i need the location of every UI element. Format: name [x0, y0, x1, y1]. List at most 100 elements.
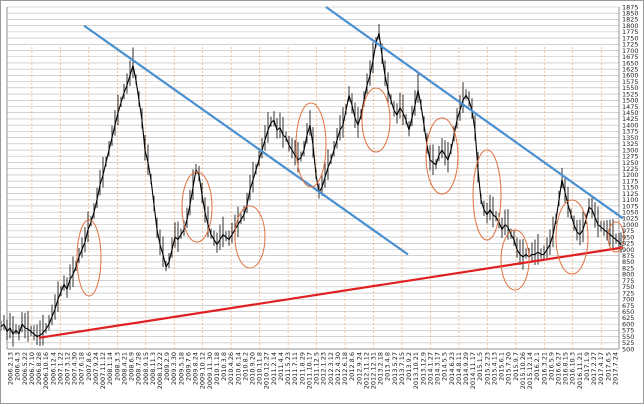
y-tick-label: 1300	[622, 146, 639, 154]
price-segment	[339, 124, 344, 131]
price-segment	[144, 149, 149, 163]
y-tick-label: 1450	[622, 109, 639, 117]
y-tick-label: 1825	[622, 16, 639, 24]
price-segment	[489, 209, 494, 215]
x-tick-label: 2014.9.29	[462, 352, 470, 385]
annotation-circle	[425, 117, 459, 195]
x-tick-label: 2014.3.17	[434, 352, 442, 385]
y-tick-label: 1175	[622, 177, 639, 185]
y-tick-label: 1425	[622, 115, 639, 123]
y-tick-label: 1000	[622, 221, 639, 229]
x-tick-label: 2017.1.9	[583, 352, 591, 381]
x-tick-label: 2006.8.28	[35, 352, 43, 385]
price-segment	[171, 236, 176, 250]
price-segment	[306, 124, 311, 136]
price-segment	[132, 65, 137, 81]
x-tick-label: 2010.3.8	[220, 352, 228, 381]
price-segment	[429, 159, 434, 163]
price-segment	[432, 162, 437, 166]
x-tick-label: 2016.6.27	[555, 352, 563, 385]
price-segment	[288, 144, 293, 151]
price-segment	[42, 328, 47, 334]
x-tick-label: 2012.8.6	[348, 352, 356, 381]
y-tick-label: 1875	[622, 3, 639, 11]
x-tick-label: 2012.12.31	[369, 352, 377, 389]
x-tick-label: 2015.10.26	[519, 352, 527, 389]
x-tick-label: 2015.4.13	[490, 352, 498, 385]
price-segment	[420, 105, 425, 126]
price-segment	[564, 192, 569, 205]
x-tick-label: 2015.2.23	[483, 352, 491, 385]
y-tick-label: 1500	[622, 97, 639, 105]
x-tick-label: 2009.8.24	[192, 352, 200, 385]
price-segment	[279, 127, 284, 136]
lower-uptrend	[38, 246, 624, 339]
price-segment	[9, 327, 14, 335]
x-tick-label: 2008.6.9	[128, 352, 136, 381]
x-tick-label: 2011.8.29	[298, 352, 306, 385]
price-segment	[501, 224, 506, 230]
y-tick-label: 650	[622, 308, 634, 316]
x-tick-label: 2012.1.23	[320, 352, 328, 385]
x-tick-label: 2010.12.27	[263, 352, 271, 389]
x-tick-label: 2008.4.21	[120, 352, 128, 385]
x-tick-label: 2011.4.4	[277, 352, 285, 381]
price-segment	[180, 229, 185, 235]
price-segment	[456, 110, 461, 121]
price-segment	[285, 137, 290, 146]
price-segment	[510, 234, 515, 240]
price-segment	[435, 154, 440, 166]
price-segment	[159, 244, 164, 255]
price-segment	[462, 95, 467, 101]
y-tick-label: 1225	[622, 165, 639, 173]
price-segment	[78, 249, 83, 258]
price-segment	[105, 149, 110, 163]
price-segment	[570, 214, 575, 225]
price-segment	[438, 149, 443, 156]
price-segment	[594, 216, 599, 225]
price-segment	[66, 279, 71, 290]
price-segment	[3, 323, 8, 332]
y-tick-label: 800	[622, 271, 634, 279]
price-segment	[321, 177, 326, 188]
price-segment	[264, 129, 269, 141]
price-segment	[345, 95, 350, 111]
price-segment	[336, 129, 341, 141]
x-tick-label: 2015.12.14	[526, 352, 534, 389]
y-tick-label: 1250	[622, 159, 639, 167]
annotation-circle	[555, 199, 589, 275]
price-segment	[18, 323, 23, 335]
y-tick-label: 1525	[622, 90, 639, 98]
price-segment	[549, 234, 554, 245]
price-segment	[300, 149, 305, 158]
y-tick-label: 950	[622, 233, 634, 241]
price-segment	[612, 236, 617, 240]
x-tick-label: 2010.11.8	[256, 352, 264, 385]
price-segment	[156, 229, 161, 245]
x-tick-label: 2012.11.12	[362, 352, 370, 389]
price-segment	[597, 224, 602, 228]
price-segment	[357, 115, 362, 126]
price-segment	[579, 229, 584, 235]
price-segment	[471, 110, 476, 131]
price-segment	[219, 234, 224, 240]
x-tick-label: 2013.10.21	[412, 352, 420, 389]
y-tick-label: 1625	[622, 65, 639, 73]
price-segment	[240, 214, 245, 220]
price-segment	[123, 85, 128, 94]
price-segment	[417, 90, 422, 106]
y-tick-label: 900	[622, 246, 634, 254]
price-segment	[408, 117, 413, 131]
price-segment	[609, 234, 614, 238]
price-segment	[21, 323, 26, 329]
price-segment	[162, 254, 167, 268]
price-segment	[246, 189, 251, 205]
x-axis: 2006.2.13 2006.4.3 2006.5.22 2006.7.10 2006.…	[7, 352, 620, 389]
x-tick-label: 2011.10.17	[305, 352, 313, 389]
price-segment	[351, 105, 356, 118]
x-tick-label: 2012.4.30	[334, 352, 342, 385]
price-segment	[63, 284, 68, 290]
x-tick-label: 2014.6.23	[448, 352, 456, 385]
price-segment	[447, 149, 452, 161]
